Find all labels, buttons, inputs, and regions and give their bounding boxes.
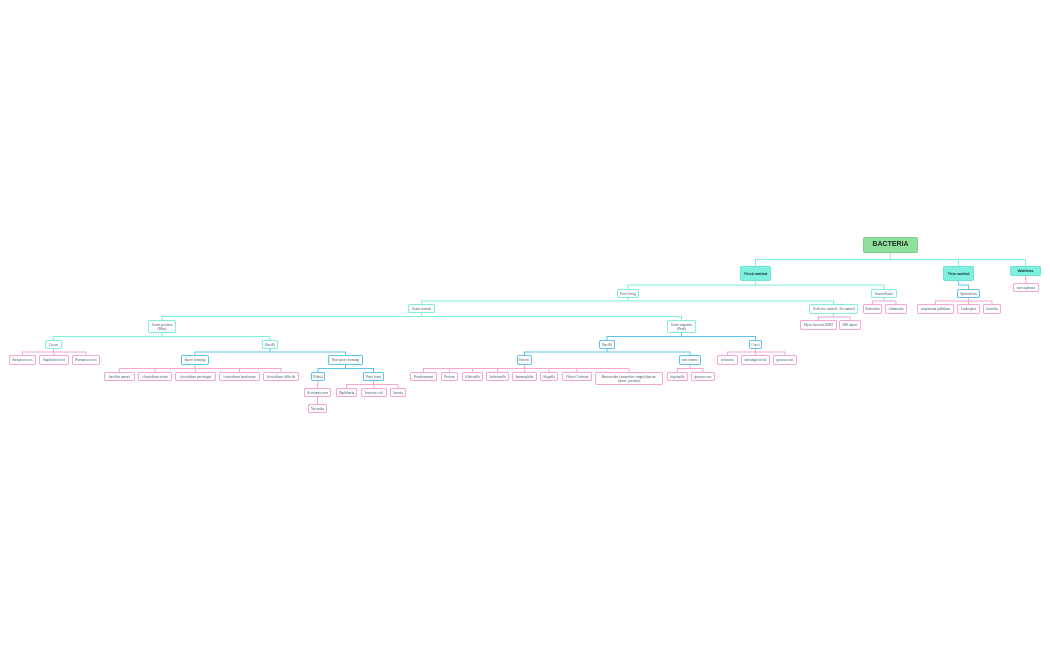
connector-spiro-borrelia xyxy=(968,298,993,304)
node-perf[interactable]: clostridium perfringei xyxy=(175,372,216,381)
node-thin[interactable]: Thin walled xyxy=(943,266,974,281)
node-tetani[interactable]: clostridium tetani xyxy=(138,372,172,381)
connector-thick-intra xyxy=(755,281,885,289)
node-mycoplasma[interactable]: mycoplasma xyxy=(1013,283,1039,292)
node-vibrio[interactable]: Vibrio Cholerae xyxy=(562,372,592,381)
connector-thick-free xyxy=(627,281,756,289)
node-free[interactable]: Free living xyxy=(617,289,639,298)
node-kleb[interactable]: Klebsiella xyxy=(462,372,483,381)
connector-pure-diph xyxy=(346,381,374,388)
connector-cocus-pneumo xyxy=(53,349,87,355)
connector-free-gram xyxy=(421,298,629,304)
node-gono1[interactable]: gonococcus xyxy=(691,372,715,381)
connector-bilasti-actino xyxy=(317,381,319,388)
node-gneg[interactable]: Gram negative (Pink) xyxy=(667,320,696,333)
connector-pbac-nonspore xyxy=(269,349,346,355)
connector-gneg-nbac xyxy=(606,333,682,340)
connector-spore-tetani xyxy=(154,365,196,372)
connector-nonent-legion xyxy=(677,365,691,372)
node-pneumo[interactable]: Pneumococcus xyxy=(72,355,100,365)
node-pbac[interactable]: Bacilli xyxy=(262,340,278,349)
node-neis[interactable]: neisseria xyxy=(717,355,738,365)
node-gram[interactable]: Gram stained xyxy=(408,304,435,313)
connector-bacteria-thick xyxy=(755,253,891,266)
connector-gpos-pbac xyxy=(161,333,271,340)
node-gono2[interactable]: gonococcus xyxy=(773,355,797,365)
connector-free-acid xyxy=(627,298,834,304)
node-thick[interactable]: Thick walled xyxy=(740,266,771,281)
node-listeria[interactable]: listeria xyxy=(390,388,406,397)
node-actino[interactable]: Actinomycetes xyxy=(304,388,331,397)
connector-intra-chlam xyxy=(883,298,897,304)
connector-nonspore-pure xyxy=(345,365,374,372)
node-nonspore[interactable]: Non spore forming xyxy=(328,355,363,365)
connector-thin-spiro xyxy=(958,281,969,289)
node-botu[interactable]: clostridium botulinum xyxy=(219,372,260,381)
connector-gpos-cocus xyxy=(53,333,163,340)
node-bcoli[interactable]: bacteria coli xyxy=(361,388,387,397)
node-enteric[interactable]: Enteric xyxy=(517,355,532,365)
connector-gram-gneg xyxy=(421,313,682,320)
connector-cocci-gono2 xyxy=(755,349,786,355)
connector-wallless-mycoplasma xyxy=(1025,276,1027,283)
node-wallless[interactable]: Wallless xyxy=(1010,266,1041,276)
node-bacteria[interactable]: BACTERIA xyxy=(863,237,918,253)
node-nocardia[interactable]: Nocardia xyxy=(308,404,327,413)
connector-gram-gpos xyxy=(161,313,422,320)
node-gpos[interactable]: Gram positive (Blue) xyxy=(148,320,176,333)
connector-nonent-gono1 xyxy=(689,365,704,372)
node-haemo[interactable]: haemophilia xyxy=(512,372,537,381)
node-legion[interactable]: legionella xyxy=(667,372,688,381)
node-bactero[interactable]: Bacteroides (anaerobe campylobacter, jej… xyxy=(595,372,663,385)
node-mbl[interactable]: MB leprae xyxy=(839,320,861,330)
node-staph[interactable]: Staphylococcus xyxy=(39,355,69,365)
node-mbt[interactable]: Myco bacteria MBT xyxy=(800,320,837,330)
node-spiro[interactable]: Spirochetes xyxy=(957,289,980,298)
connector-gneg-cocci xyxy=(681,333,756,340)
node-intra[interactable]: Intracellular xyxy=(871,289,897,298)
node-strep[interactable]: Streptococcus xyxy=(9,355,36,365)
node-cocci[interactable]: Cocci xyxy=(749,340,762,349)
node-spore[interactable]: Spore forming xyxy=(181,355,209,365)
node-antrax[interactable]: bacillus antrax xyxy=(104,372,135,381)
node-lepto[interactable]: Leptospira xyxy=(957,304,980,314)
node-diff[interactable]: clostridium difficile xyxy=(263,372,299,381)
connector-nonspore-bilasti xyxy=(317,365,346,372)
node-nonent[interactable]: non enteric xyxy=(679,355,701,365)
connector-spore-diff xyxy=(194,365,282,372)
node-pseudo[interactable]: Pseudomonas xyxy=(410,372,437,381)
node-cocus[interactable]: Cocus xyxy=(45,340,62,349)
node-borrelia[interactable]: borrelia xyxy=(983,304,1001,314)
connector-bacteria-wallless xyxy=(890,253,1026,266)
node-bilasti[interactable]: Bilasti xyxy=(311,372,325,381)
node-chlam[interactable]: chlamydia xyxy=(885,304,907,314)
connector-pure-listeria xyxy=(373,381,399,388)
node-salm[interactable]: Salmonella xyxy=(486,372,509,381)
connector-nbac-enteric xyxy=(524,349,608,355)
connector-nbac-nonent xyxy=(606,349,691,355)
node-shig[interactable]: Shigella xyxy=(540,372,558,381)
node-pure[interactable]: Pure form xyxy=(363,372,384,381)
connector-acid-mbl xyxy=(833,314,851,320)
connector-enteric-bactero xyxy=(524,365,630,372)
node-trep[interactable]: treponema pallidum xyxy=(917,304,954,314)
node-proteus[interactable]: Proteus xyxy=(441,372,458,381)
node-mening[interactable]: meningococcal xyxy=(741,355,770,365)
node-rick[interactable]: Rickettsia xyxy=(863,304,882,314)
node-acid[interactable]: Acid fast stained / Zn stained xyxy=(809,304,858,314)
node-nbac[interactable]: Bacilli xyxy=(599,340,615,349)
connector-enteric-salm xyxy=(497,365,525,372)
node-diph[interactable]: Diphtheria xyxy=(336,388,357,397)
